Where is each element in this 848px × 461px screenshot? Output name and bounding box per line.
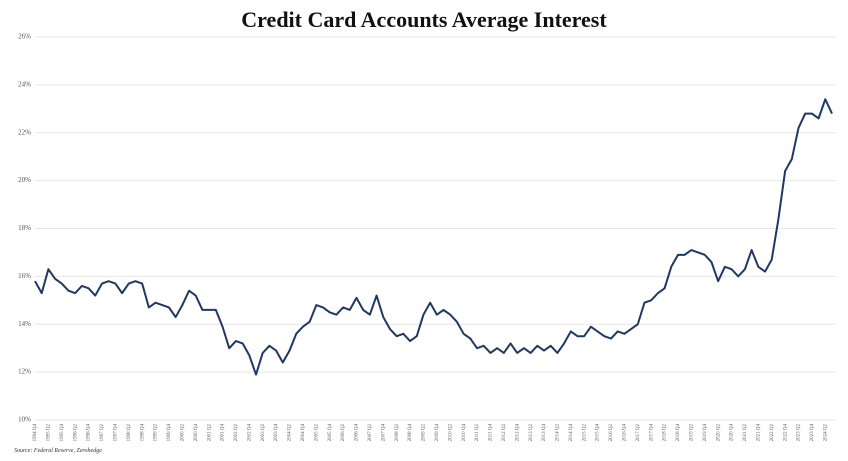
x-tick-label: 2023 Q4 xyxy=(810,424,815,442)
x-tick-label: 2022 Q2 xyxy=(770,424,775,442)
x-tick-label: 2016 Q2 xyxy=(609,424,614,442)
x-tick-label: 2006 Q4 xyxy=(355,424,360,442)
x-tick-label: 2000 Q4 xyxy=(194,424,199,442)
x-tick-label: 2017 Q2 xyxy=(636,424,641,442)
x-tick-label: 2013 Q4 xyxy=(542,424,547,442)
chart-title: Credit Card Accounts Average Interest xyxy=(241,7,607,32)
x-tick-label: 2014 Q4 xyxy=(569,424,574,442)
x-tick-label: 2001 Q2 xyxy=(207,424,212,442)
x-tick-label: 2001 Q4 xyxy=(221,424,226,442)
x-tick-label: 2000 Q2 xyxy=(180,424,185,442)
x-tick-label: 2002 Q2 xyxy=(234,424,239,442)
x-tick-label: 1999 Q4 xyxy=(167,424,172,442)
x-tick-label: 2003 Q4 xyxy=(274,424,279,442)
x-tick-label: 2021 Q2 xyxy=(743,424,748,442)
x-tick-label: 2010 Q2 xyxy=(448,424,453,442)
x-tick-label: 2018 Q2 xyxy=(663,424,668,442)
x-tick-label: 2009 Q2 xyxy=(422,424,427,442)
x-tick-label: 2020 Q4 xyxy=(730,424,735,442)
x-tick-label: 2018 Q4 xyxy=(676,424,681,442)
x-tick-label: 2006 Q2 xyxy=(341,424,346,442)
x-tick-label: 2019 Q2 xyxy=(689,424,694,442)
x-tick-label: 2020 Q2 xyxy=(716,424,721,442)
x-tick-label: 1997 Q2 xyxy=(100,424,105,442)
x-tick-label: 2024 Q2 xyxy=(823,424,828,442)
x-tick-label: 1994 Q4 xyxy=(33,424,38,442)
x-tick-label: 1995 Q2 xyxy=(47,424,52,442)
x-tick-label: 2007 Q2 xyxy=(368,424,373,442)
x-tick-label: 2011 Q2 xyxy=(475,424,480,442)
data-line xyxy=(34,98,833,376)
x-tick-label: 2017 Q4 xyxy=(649,424,654,442)
x-tick-label: 1995 Q4 xyxy=(60,424,65,442)
y-tick-label: 16% xyxy=(18,272,31,280)
x-tick-label: 1999 Q2 xyxy=(154,424,159,442)
x-tick-label: 2015 Q4 xyxy=(596,424,601,442)
x-tick-label: 2011 Q4 xyxy=(489,424,494,442)
y-tick-label: 12% xyxy=(18,368,31,376)
x-tick-label: 2005 Q2 xyxy=(314,424,319,442)
x-tick-label: 1998 Q2 xyxy=(127,424,132,442)
y-tick-label: 22% xyxy=(18,128,31,136)
x-tick-label: 2013 Q2 xyxy=(529,424,534,442)
x-tick-label: 1996 Q4 xyxy=(87,424,92,442)
x-tick-label: 2015 Q2 xyxy=(582,424,587,442)
y-tick-label: 20% xyxy=(18,176,31,184)
y-tick-label: 24% xyxy=(18,80,31,88)
x-tick-label: 2012 Q2 xyxy=(502,424,507,442)
x-tick-label: 2008 Q2 xyxy=(395,424,400,442)
x-tick-label: 2023 Q2 xyxy=(797,424,802,442)
x-tick-label: 2007 Q4 xyxy=(381,424,386,442)
x-tick-label: 2022 Q4 xyxy=(783,424,788,442)
x-tick-label: 2009 Q4 xyxy=(435,424,440,442)
x-tick-label: 2010 Q4 xyxy=(462,424,467,442)
x-tick-label: 1998 Q4 xyxy=(140,424,145,442)
x-tick-label: 2016 Q4 xyxy=(623,424,628,442)
x-tick-label: 2021 Q4 xyxy=(756,424,761,442)
x-tick-label: 2004 Q4 xyxy=(301,424,306,442)
x-tick-label: 2002 Q4 xyxy=(247,424,252,442)
x-tick-label: 2012 Q4 xyxy=(515,424,520,442)
y-tick-label: 26% xyxy=(18,33,31,41)
x-tick-label: 2008 Q4 xyxy=(408,424,413,442)
source-note: Source: Federal Reserve, Zerohedge xyxy=(14,448,102,454)
x-tick-label: 1996 Q2 xyxy=(73,424,78,442)
y-tick-label: 10% xyxy=(18,416,31,424)
x-tick-label: 2005 Q4 xyxy=(328,424,333,442)
x-tick-label: 2004 Q2 xyxy=(288,424,293,442)
y-tick-label: 14% xyxy=(18,320,31,328)
x-tick-label: 2019 Q4 xyxy=(703,424,708,442)
x-tick-label: 2014 Q2 xyxy=(556,424,561,442)
y-tick-label: 18% xyxy=(18,224,31,232)
x-tick-label: 1997 Q4 xyxy=(114,424,119,442)
x-tick-label: 2003 Q2 xyxy=(261,424,266,442)
